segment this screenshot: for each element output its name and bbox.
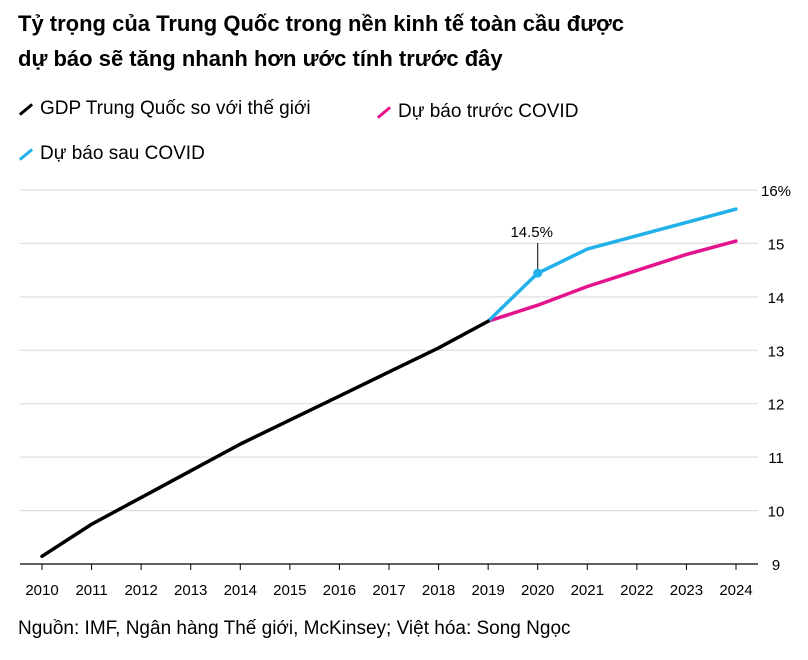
chart-title-line1: Tỷ trọng của Trung Quốc trong nền kinh t… xyxy=(18,11,625,36)
annotation-point xyxy=(533,268,543,278)
y-tick-label: 12 xyxy=(768,397,785,414)
source-note: Nguồn: IMF, Ngân hàng Thế giới, McKinsey… xyxy=(18,618,571,639)
x-tick-label: 2023 xyxy=(670,582,703,599)
chart-title: Tỷ trọng của Trung Quốc trong nền kinh t… xyxy=(18,6,788,76)
y-tick-label: 10 xyxy=(768,504,785,521)
x-tick-label: 2014 xyxy=(224,582,257,599)
legend-pre-covid-label: Dự báo trước COVID xyxy=(398,101,579,122)
x-tick-label: 2019 xyxy=(471,582,504,599)
y-tick-label: 14 xyxy=(768,290,785,307)
legend-post-covid: Dự báo sau COVID xyxy=(18,143,205,165)
y-tick-label: 11 xyxy=(768,450,784,467)
x-tick-label: 2020 xyxy=(521,582,554,599)
x-tick-label: 2024 xyxy=(719,582,752,599)
series-post-covid-line xyxy=(486,207,738,323)
x-tick-label: 2012 xyxy=(124,582,157,599)
y-tick-label: 13 xyxy=(768,343,785,360)
x-tick-label: 2013 xyxy=(174,582,207,599)
x-tick-label: 2017 xyxy=(372,582,405,599)
x-tick-label: 2011 xyxy=(75,582,107,599)
legend-gdp: GDP Trung Quốc so với thế giới xyxy=(18,98,311,120)
y-tick-label: 9 xyxy=(772,557,780,574)
series-gdp-line xyxy=(40,319,490,559)
y-tick-label: 15 xyxy=(768,236,785,253)
chart-title-line2: dự báo sẽ tăng nhanh hơn ước tính trước … xyxy=(18,46,503,71)
legend-gdp-label: GDP Trung Quốc so với thế giới xyxy=(40,98,311,119)
series-pre-covid-line xyxy=(486,239,738,323)
x-tick-label: 2022 xyxy=(620,582,653,599)
x-tick-label: 2021 xyxy=(571,582,604,599)
x-tick-label: 2015 xyxy=(273,582,306,599)
x-tick-label: 2018 xyxy=(422,582,455,599)
y-tick-label: 16% xyxy=(761,183,791,200)
x-tick-label: 2016 xyxy=(323,582,356,599)
x-tick-label: 2010 xyxy=(25,582,58,599)
legend-pre-covid: Dự báo trước COVID xyxy=(376,101,578,123)
annotation-label: 14.5% xyxy=(510,224,553,241)
legend-post-covid-label: Dự báo sau COVID xyxy=(40,143,205,164)
